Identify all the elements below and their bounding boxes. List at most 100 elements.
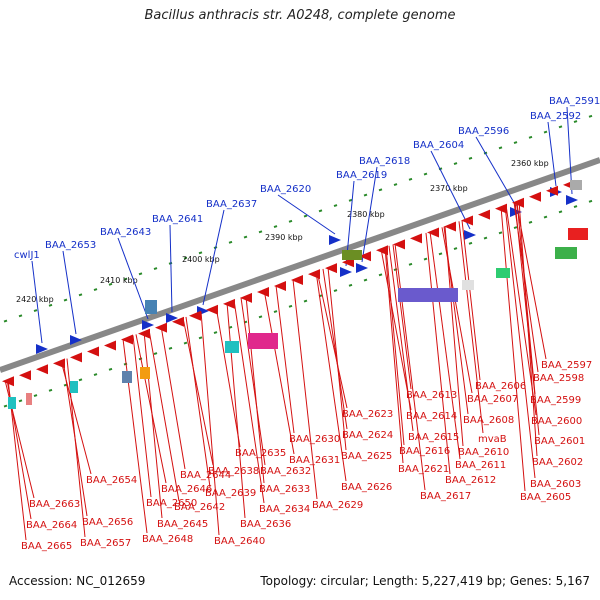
forward-gene-label: BAA_2620	[260, 184, 311, 195]
ruler-label: 2400 kbp	[182, 255, 220, 264]
reverse-gene-label: BAA_2614	[406, 411, 457, 422]
lower-dot	[258, 315, 263, 319]
reverse-gene-label: BAA_2642	[174, 502, 225, 513]
forward-gene-arrow	[340, 267, 352, 277]
forward-gene-leader	[475, 136, 517, 207]
reverse-gene-label: BAA_2648	[142, 534, 193, 545]
reverse-gene-arrow	[308, 269, 320, 280]
ruler-dot	[138, 272, 143, 276]
ruler-dot	[243, 235, 248, 239]
reverse-gene-leader	[322, 268, 348, 430]
reverse-gene-label: BAA_2621	[398, 464, 449, 475]
gene-feature-block	[248, 333, 278, 349]
reverse-gene-arrow	[36, 364, 48, 375]
forward-gene-label: BAA_2618	[359, 156, 410, 167]
lower-dot	[588, 199, 593, 203]
reverse-gene-leader	[182, 317, 214, 466]
reverse-gene-label: BAA_2617	[420, 491, 471, 502]
reverse-gene-label: BAA_2610	[458, 447, 509, 458]
lower-dot	[198, 336, 203, 340]
reverse-gene-arrow	[291, 275, 303, 286]
reverse-gene-leader	[160, 325, 186, 470]
ruler-dot	[48, 303, 53, 307]
lower-dot	[18, 399, 23, 403]
reverse-gene-arrow	[495, 203, 507, 214]
reverse-gene-arrow	[444, 221, 456, 232]
reverse-gene-label: BAA_2598	[533, 373, 584, 384]
reverse-gene-label: BAA_2631	[289, 455, 340, 466]
reverse-gene-label: BAA_2654	[86, 475, 137, 486]
ruler-dot	[588, 114, 593, 118]
reverse-gene-leader	[185, 316, 211, 488]
reverse-gene-leader	[132, 335, 152, 498]
forward-gene-arrow	[166, 313, 178, 323]
reverse-gene-leader	[316, 270, 348, 409]
lower-dot	[333, 289, 338, 293]
reverse-gene-label: BAA_2636	[240, 519, 291, 530]
reverse-gene-leader	[505, 204, 537, 416]
ruler-dot	[63, 298, 68, 302]
reverse-gene-label: BAA_2597	[541, 360, 592, 371]
forward-gene-arrow	[36, 344, 48, 354]
reverse-gene-arrow	[257, 286, 269, 297]
reverse-gene-label: BAA_2656	[82, 517, 133, 528]
reverse-gene-label: BAA_2632	[260, 466, 311, 477]
forward-gene-leader	[361, 166, 378, 263]
lower-dot	[453, 247, 458, 251]
lower-dot	[363, 278, 368, 282]
gene-feature-block	[496, 268, 510, 278]
reverse-gene-arrow	[155, 322, 167, 333]
lower-dot	[3, 404, 8, 408]
forward-gene-arrow	[329, 235, 341, 245]
reverse-gene-label: BAA_2650	[146, 498, 197, 509]
forward-gene-leader	[117, 237, 149, 320]
reverse-gene-arrow	[2, 376, 14, 387]
forward-gene-label: BAA_2653	[45, 240, 96, 251]
gene-feature-block	[568, 228, 588, 240]
reverse-gene-leader	[425, 232, 451, 475]
reverse-gene-arrow	[70, 352, 82, 363]
lower-dot	[423, 257, 428, 261]
lower-dot	[93, 373, 98, 377]
reverse-gene-leader	[385, 246, 405, 446]
ruler-dot	[573, 120, 578, 124]
gene-feature-block	[555, 247, 577, 259]
lower-dot	[543, 215, 548, 219]
reverse-gene-label: BAA_2606	[475, 381, 526, 392]
reverse-gene-arrow	[53, 358, 65, 369]
reverse-gene-leader	[518, 200, 538, 457]
reverse-gene-label: BAA_2634	[259, 504, 310, 515]
lower-dot	[213, 331, 218, 335]
genome-backbone	[0, 157, 600, 373]
reverse-gene-leader	[135, 334, 167, 484]
reverse-gene-arrow	[172, 316, 184, 327]
lower-dot	[438, 252, 443, 256]
ruler-dot	[528, 135, 533, 139]
reverse-gene-leader	[444, 226, 464, 447]
ruler-dot	[318, 209, 323, 213]
forward-gene-label: BAA_2604	[413, 140, 464, 151]
ruler-dot	[393, 183, 398, 187]
reverse-gene-label: BAA_2639	[205, 488, 256, 499]
gene-feature-block	[342, 250, 362, 260]
reverse-gene-label: BAA_2657	[80, 538, 131, 549]
reverse-gene-leader	[394, 243, 426, 491]
reverse-gene-arrow	[529, 191, 541, 202]
lower-dot	[483, 236, 488, 240]
lower-dot	[153, 352, 158, 356]
forward-gene-leader	[202, 209, 225, 306]
lower-dot	[528, 220, 533, 224]
reverse-gene-label: BAA_2633	[259, 484, 310, 495]
ruler-dot	[348, 198, 353, 202]
accession-text: Accession: NC_012659	[9, 574, 146, 588]
reverse-gene-leader	[327, 267, 347, 451]
ruler-dot	[273, 225, 278, 229]
ruler-dot	[258, 230, 263, 234]
reverse-gene-leader	[429, 231, 461, 460]
lower-dot	[408, 262, 413, 266]
forward-gene-arrow	[566, 195, 578, 205]
reverse-gene-label: BAA_2664	[26, 520, 77, 531]
reverse-gene-arrow	[478, 209, 490, 220]
reverse-gene-arrow	[359, 251, 371, 262]
